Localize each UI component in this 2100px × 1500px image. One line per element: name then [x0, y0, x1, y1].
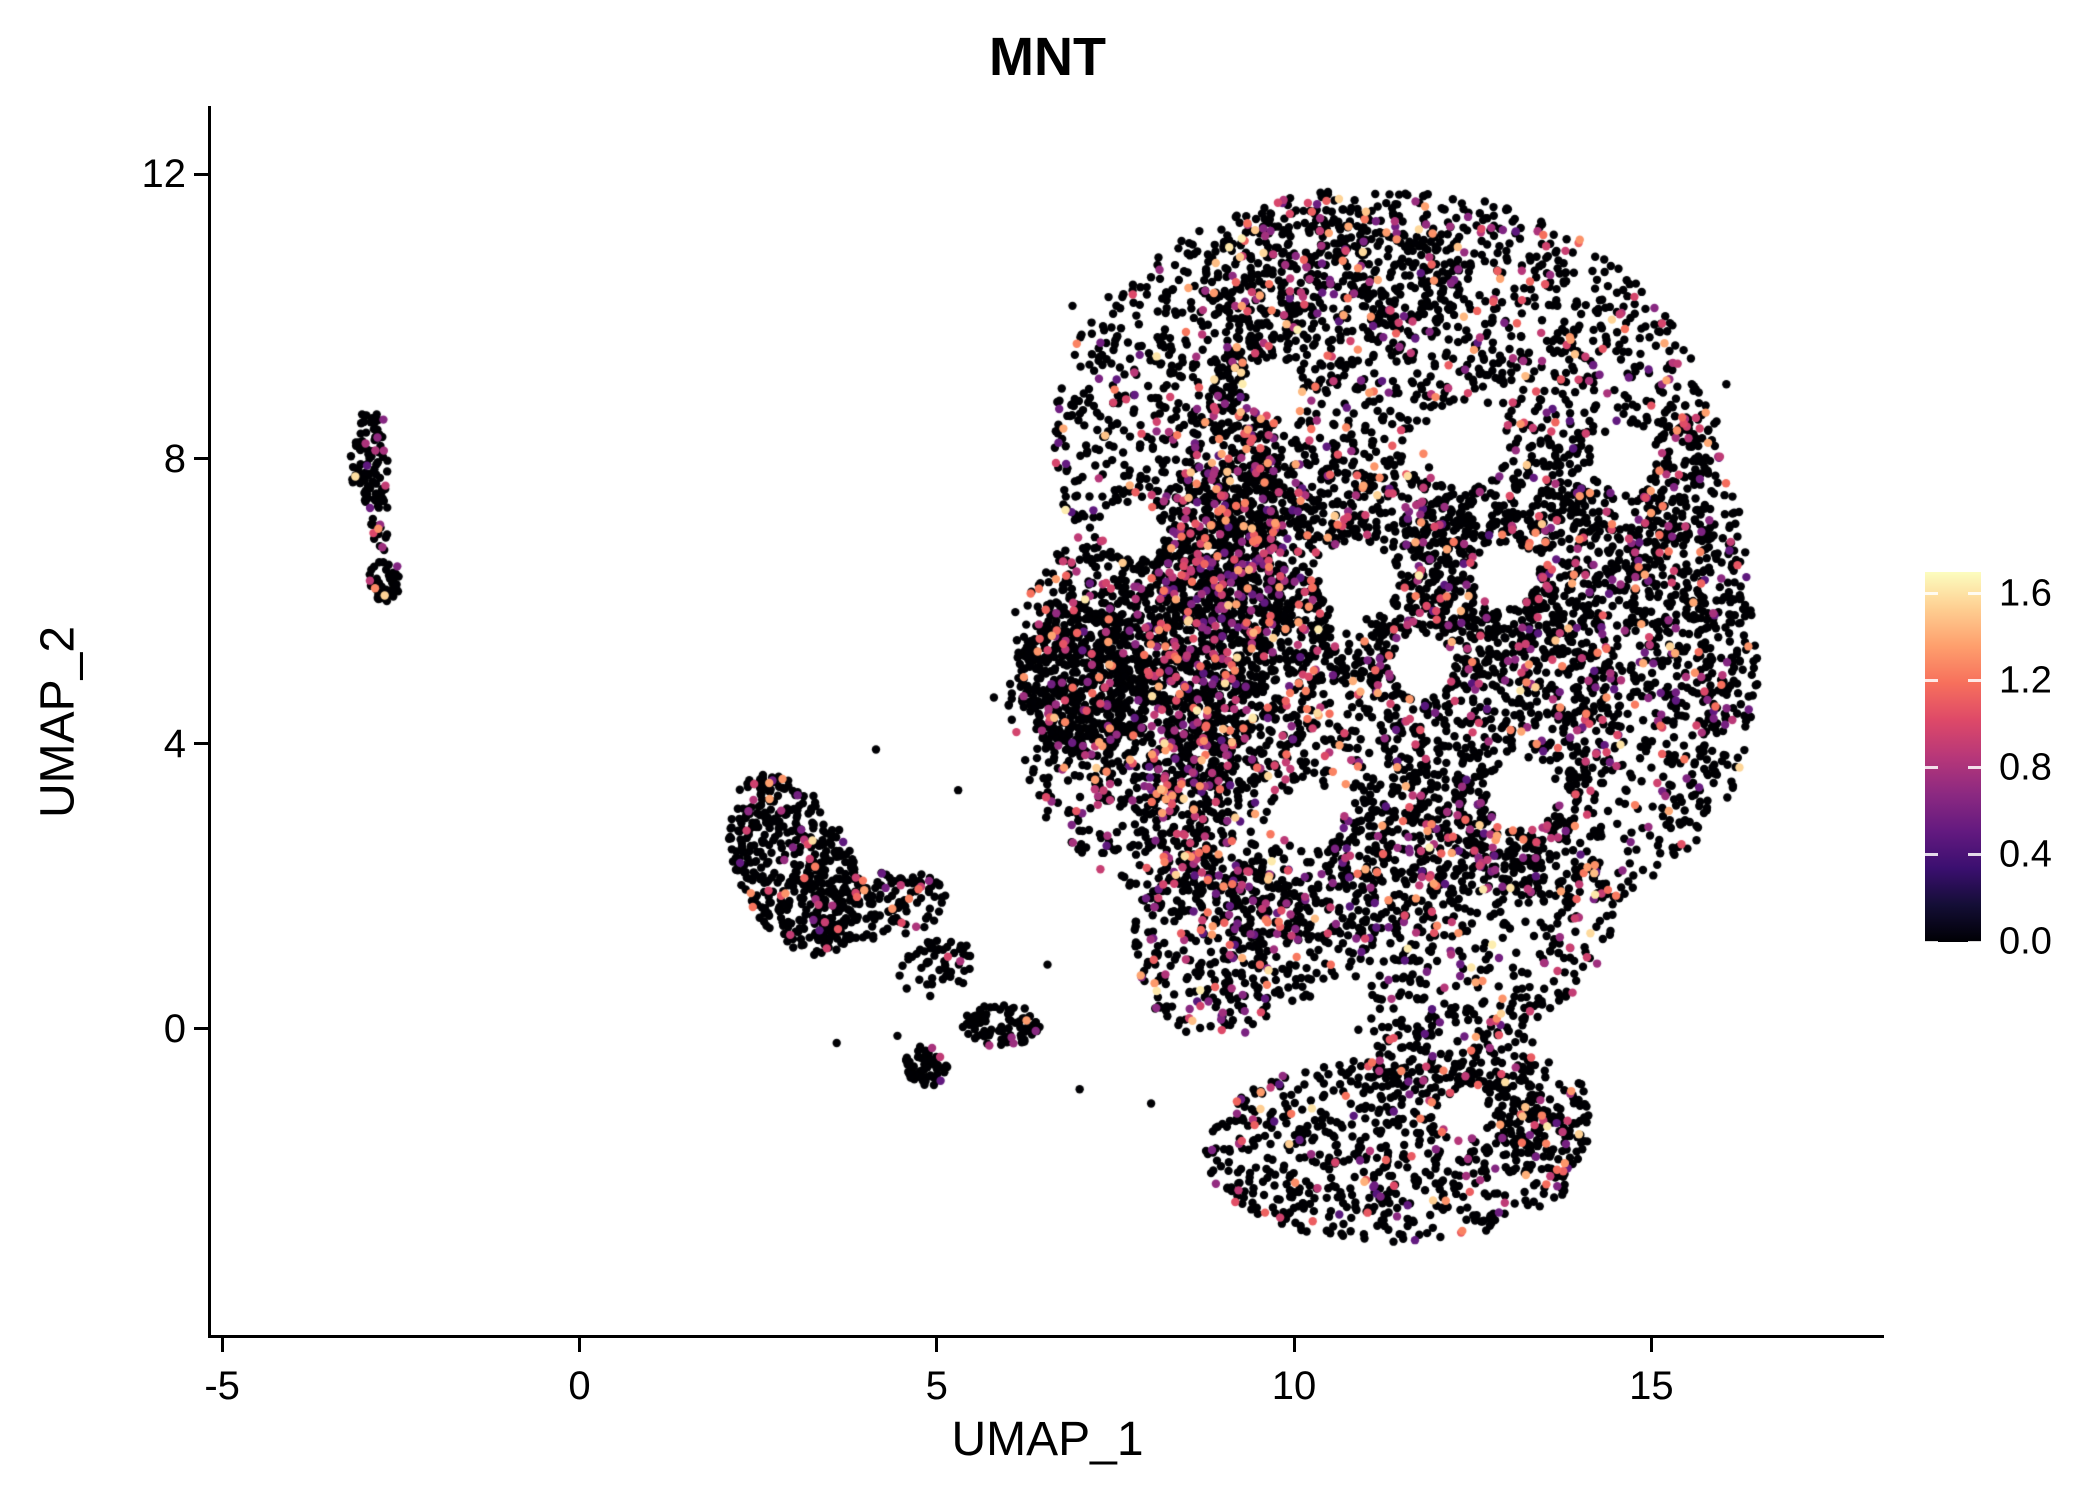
colorbar-tick [1968, 853, 1981, 857]
colorbar-tick [1925, 853, 1938, 857]
y-tick [194, 172, 208, 176]
colorbar-tick-label: 1.2 [1999, 659, 2052, 702]
colorbar-tick [1925, 940, 1938, 944]
x-tick-label: 0 [568, 1364, 591, 1408]
y-tick-label: 0 [163, 1006, 186, 1051]
y-tick [194, 1027, 208, 1031]
x-tick [577, 1338, 581, 1352]
x-tick [220, 1338, 224, 1352]
y-axis-title: UMAP_2 [31, 625, 85, 819]
y-tick-label: 12 [141, 152, 187, 197]
y-axis-line [208, 106, 211, 1338]
x-tick-label: -5 [204, 1364, 240, 1408]
colorbar-tick [1925, 766, 1938, 770]
colorbar-tick [1968, 679, 1981, 683]
x-axis-title: UMAP_1 [951, 1413, 1144, 1466]
colorbar-tick-label: 0.8 [1999, 746, 2052, 789]
x-axis-line [208, 1335, 1884, 1338]
colorbar-tick-label: 0.0 [1999, 920, 2052, 963]
x-tick-label: 10 [1271, 1364, 1317, 1408]
colorbar-tick-label: 0.4 [1999, 833, 2052, 876]
x-tick [1292, 1338, 1296, 1352]
colorbar-tick [1925, 592, 1938, 596]
y-tick-label: 4 [163, 721, 186, 766]
scatter-points-canvas [215, 110, 1880, 1335]
colorbar [1925, 572, 1981, 944]
y-tick [194, 457, 208, 461]
chart-title: MNT [989, 27, 1106, 87]
colorbar-tick [1968, 592, 1981, 596]
x-tick-label: 5 [925, 1364, 948, 1408]
colorbar-tick [1968, 766, 1981, 770]
y-tick [194, 742, 208, 746]
x-tick [1649, 1338, 1653, 1352]
colorbar-gradient [1925, 572, 1981, 942]
y-tick-label: 8 [163, 436, 186, 481]
x-tick [935, 1338, 939, 1352]
colorbar-tick [1968, 940, 1981, 944]
x-tick-label: 15 [1629, 1364, 1674, 1408]
colorbar-tick-label: 1.6 [1999, 572, 2052, 615]
colorbar-tick [1925, 679, 1938, 683]
